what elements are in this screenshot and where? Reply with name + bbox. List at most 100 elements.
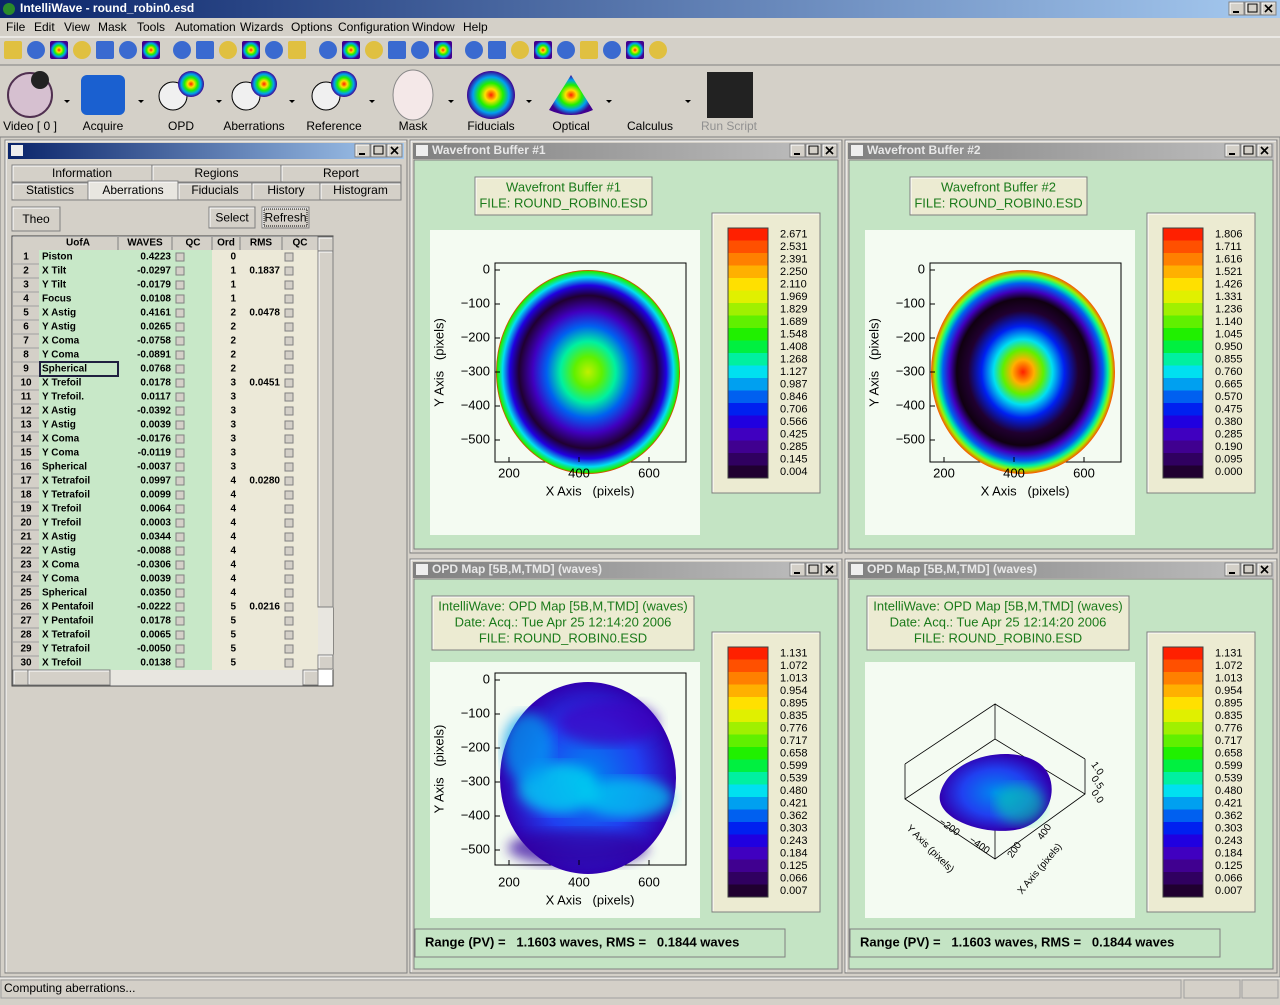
tab[interactable] bbox=[280, 164, 402, 183]
toolbar-icon[interactable] bbox=[557, 41, 575, 59]
qc-checkbox[interactable] bbox=[175, 518, 185, 528]
qc-checkbox[interactable] bbox=[175, 336, 185, 346]
toolbar-label[interactable]: Acquire bbox=[83, 119, 124, 133]
toolbar-label[interactable]: Run Script bbox=[701, 119, 758, 133]
menu-item[interactable]: View bbox=[64, 20, 90, 34]
button[interactable] bbox=[208, 206, 256, 229]
toolbar-icon[interactable] bbox=[626, 41, 644, 59]
window-min-button[interactable] bbox=[1228, 1, 1245, 16]
window-min-button[interactable] bbox=[354, 143, 371, 158]
scroll-down[interactable] bbox=[317, 654, 334, 670]
qc-checkbox[interactable] bbox=[284, 350, 294, 360]
toolbar-label[interactable]: Aberrations bbox=[223, 119, 284, 133]
window-min-button[interactable] bbox=[1224, 562, 1241, 577]
toolbar-label[interactable]: Video [ 0 ] bbox=[3, 119, 57, 133]
toolbar-icon[interactable] bbox=[580, 41, 598, 59]
toolbar-icon[interactable] bbox=[4, 41, 22, 59]
toolbar-icon[interactable] bbox=[465, 41, 483, 59]
qc-checkbox[interactable] bbox=[175, 560, 185, 570]
qc-checkbox[interactable] bbox=[175, 434, 185, 444]
qc-checkbox[interactable] bbox=[284, 280, 294, 290]
menu-item[interactable]: Wizards bbox=[240, 20, 283, 34]
toolbar-icon[interactable] bbox=[488, 41, 506, 59]
toolbar-icon[interactable] bbox=[342, 41, 360, 59]
qc-checkbox[interactable] bbox=[175, 308, 185, 318]
qc-checkbox[interactable] bbox=[284, 462, 294, 472]
toolbar-icon[interactable] bbox=[534, 41, 552, 59]
scroll-right[interactable] bbox=[302, 669, 319, 686]
qc-checkbox[interactable] bbox=[284, 364, 294, 374]
toolbar-icon[interactable] bbox=[119, 41, 137, 59]
qc-checkbox[interactable] bbox=[284, 392, 294, 402]
toolbar-icon[interactable] bbox=[388, 41, 406, 59]
toolbar-icon[interactable] bbox=[319, 41, 337, 59]
qc-checkbox[interactable] bbox=[175, 658, 185, 668]
qc-checkbox[interactable] bbox=[175, 532, 185, 542]
toolbar-icon[interactable] bbox=[242, 41, 260, 59]
menu-item[interactable]: Configuration bbox=[338, 20, 409, 34]
menu-item[interactable]: Tools bbox=[137, 20, 165, 34]
qc-checkbox[interactable] bbox=[284, 252, 294, 262]
toolbar-label[interactable]: Optical bbox=[552, 119, 589, 133]
menu-item[interactable]: File bbox=[6, 20, 26, 34]
qc-checkbox[interactable] bbox=[284, 476, 294, 486]
toolbar-icon[interactable] bbox=[27, 41, 45, 59]
qc-checkbox[interactable] bbox=[175, 504, 185, 514]
toolbar-icon[interactable] bbox=[411, 41, 429, 59]
qc-checkbox[interactable] bbox=[284, 420, 294, 430]
toolbar-icon[interactable] bbox=[603, 41, 621, 59]
qc-checkbox[interactable] bbox=[175, 378, 185, 388]
qc-checkbox[interactable] bbox=[175, 490, 185, 500]
qc-checkbox[interactable] bbox=[284, 336, 294, 346]
qc-checkbox[interactable] bbox=[175, 574, 185, 584]
qc-checkbox[interactable] bbox=[284, 266, 294, 276]
qc-checkbox[interactable] bbox=[175, 616, 185, 626]
qc-checkbox[interactable] bbox=[284, 658, 294, 668]
qc-checkbox[interactable] bbox=[284, 560, 294, 570]
menu-item[interactable]: Help bbox=[463, 20, 488, 34]
toolbar-label[interactable]: Reference bbox=[306, 119, 362, 133]
qc-checkbox[interactable] bbox=[284, 490, 294, 500]
qc-checkbox[interactable] bbox=[284, 644, 294, 654]
qc-checkbox[interactable] bbox=[175, 350, 185, 360]
qc-checkbox[interactable] bbox=[284, 406, 294, 416]
qc-checkbox[interactable] bbox=[284, 602, 294, 612]
toolbar-label[interactable]: Mask bbox=[399, 119, 429, 133]
qc-checkbox[interactable] bbox=[175, 406, 185, 416]
menu-item[interactable]: Edit bbox=[34, 20, 55, 34]
toolbar-icon[interactable] bbox=[50, 41, 68, 59]
toolbar-icon[interactable] bbox=[73, 41, 91, 59]
qc-checkbox[interactable] bbox=[284, 378, 294, 388]
window-min-button[interactable] bbox=[789, 562, 806, 577]
menu-item[interactable]: Mask bbox=[98, 20, 128, 34]
qc-checkbox[interactable] bbox=[284, 574, 294, 584]
qc-checkbox[interactable] bbox=[284, 448, 294, 458]
qc-checkbox[interactable] bbox=[175, 630, 185, 640]
window-min-button[interactable] bbox=[1224, 143, 1241, 158]
qc-checkbox[interactable] bbox=[284, 588, 294, 598]
toolbar-icon[interactable] bbox=[142, 41, 160, 59]
qc-checkbox[interactable] bbox=[175, 322, 185, 332]
qc-checkbox[interactable] bbox=[175, 644, 185, 654]
scroll-thumb[interactable] bbox=[27, 669, 111, 686]
menu-item[interactable]: Automation bbox=[175, 20, 236, 34]
qc-checkbox[interactable] bbox=[284, 532, 294, 542]
toolbar-icon[interactable] bbox=[365, 41, 383, 59]
toolbar-icon[interactable] bbox=[649, 41, 667, 59]
qc-checkbox[interactable] bbox=[175, 266, 185, 276]
scroll-up[interactable] bbox=[317, 236, 334, 252]
qc-checkbox[interactable] bbox=[175, 252, 185, 262]
qc-checkbox[interactable] bbox=[175, 294, 185, 304]
qc-checkbox[interactable] bbox=[175, 476, 185, 486]
button[interactable] bbox=[261, 206, 310, 229]
qc-checkbox[interactable] bbox=[175, 364, 185, 374]
qc-checkbox[interactable] bbox=[284, 616, 294, 626]
qc-checkbox[interactable] bbox=[284, 294, 294, 304]
window-min-button[interactable] bbox=[789, 143, 806, 158]
qc-checkbox[interactable] bbox=[175, 462, 185, 472]
qc-checkbox[interactable] bbox=[175, 602, 185, 612]
menu-item[interactable]: Window bbox=[412, 20, 455, 34]
toolbar-icon[interactable] bbox=[219, 41, 237, 59]
qc-checkbox[interactable] bbox=[284, 546, 294, 556]
qc-checkbox[interactable] bbox=[284, 630, 294, 640]
